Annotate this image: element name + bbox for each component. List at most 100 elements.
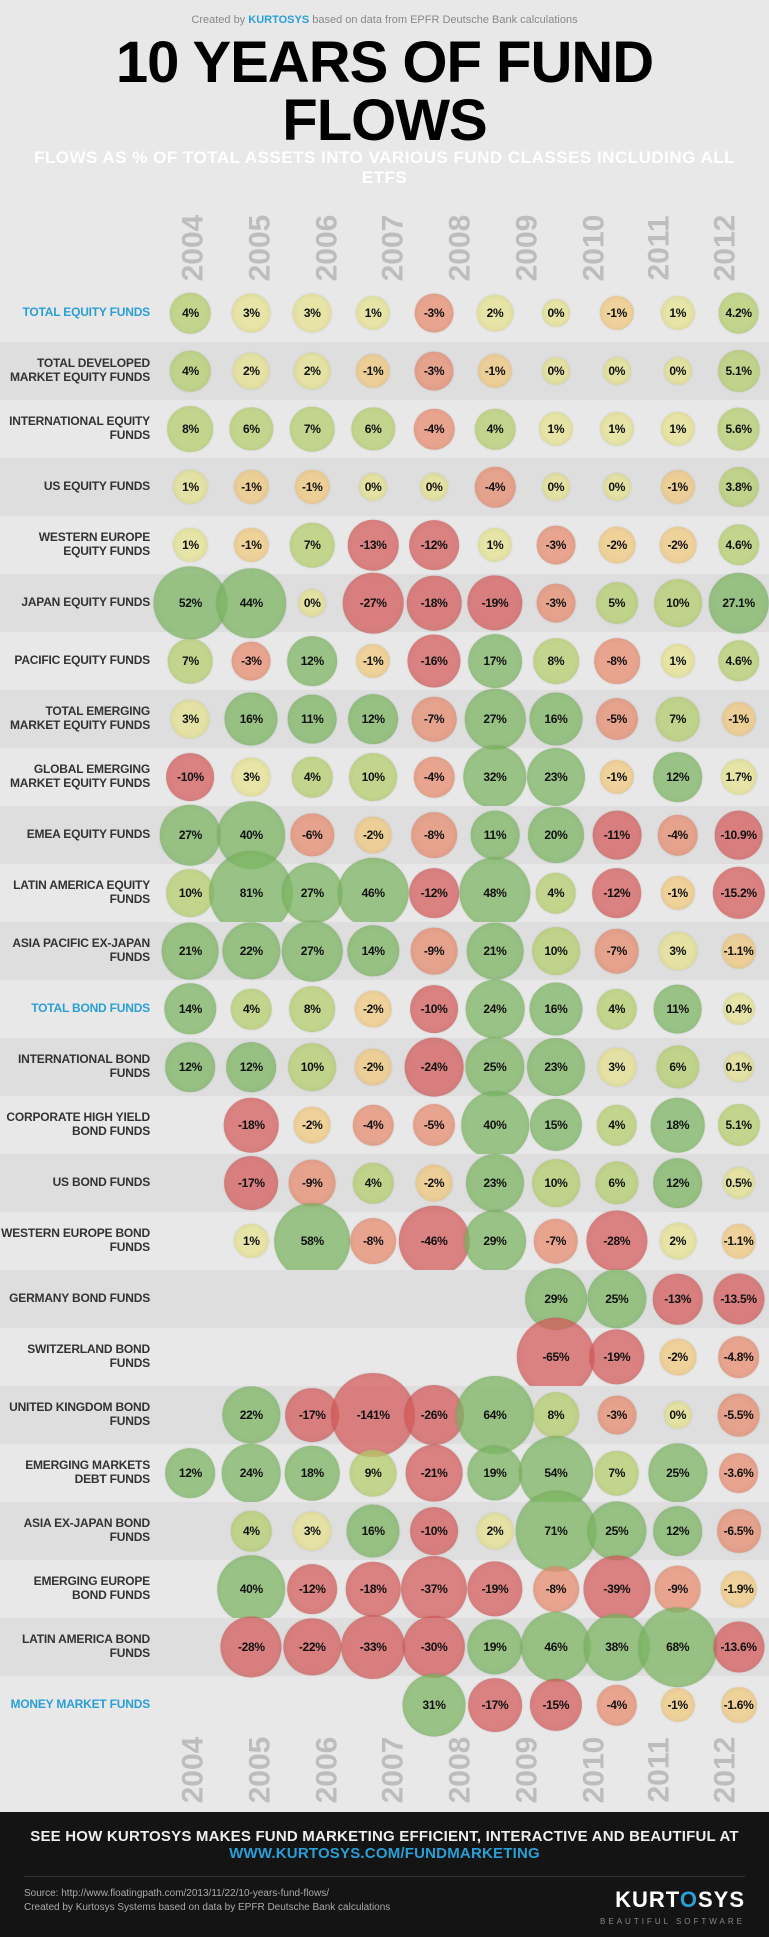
row-cells: 29%25%-13%-13.5%	[160, 1270, 769, 1328]
cell: -1.1%	[708, 1212, 769, 1270]
cell: 23%	[465, 1154, 526, 1212]
cell-value: 15%	[544, 1118, 567, 1132]
cell-value: -3%	[241, 654, 261, 668]
row-label: LATIN AMERICA BOND FUNDS	[0, 1633, 160, 1661]
cell	[160, 1560, 221, 1618]
cell: -7%	[586, 922, 647, 980]
cell-value: -3.6%	[724, 1466, 754, 1480]
cell-value: 9%	[365, 1466, 382, 1480]
cell: 4%	[221, 980, 282, 1038]
cell-value: 6%	[608, 1176, 625, 1190]
cell: -10.9%	[708, 806, 769, 864]
cell-value: 8%	[548, 654, 565, 668]
cell: 2%	[221, 342, 282, 400]
year-label: 2013	[756, 215, 769, 282]
cell: -30%	[404, 1618, 465, 1676]
cell-value: 5.6%	[726, 422, 752, 436]
cell: 2%	[647, 1212, 708, 1270]
cell-value: -8%	[363, 1234, 383, 1248]
cell-value: 2%	[487, 1524, 504, 1538]
cell: 44%	[221, 574, 282, 632]
cell: -9%	[404, 922, 465, 980]
data-row: LATIN AMERICA BOND FUNDS-28%-22%-33%-30%…	[0, 1618, 769, 1676]
cell-value: -1%	[363, 654, 383, 668]
cell: -65%	[525, 1328, 586, 1386]
cell: 2%	[465, 284, 526, 342]
cell-value: 12%	[301, 654, 324, 668]
cell: -37%	[404, 1560, 465, 1618]
cell: 46%	[343, 864, 404, 922]
cell-value: -2%	[607, 538, 627, 552]
cell: 12%	[343, 690, 404, 748]
cell: 6%	[586, 1154, 647, 1212]
data-row: US EQUITY FUNDS1%-1%-1%0%0%-4%0%0%-1%3.8…	[0, 458, 769, 516]
cell-value: -7%	[424, 712, 444, 726]
year-label: 2004	[157, 1737, 229, 1804]
cell: 3%	[586, 1038, 647, 1096]
cell-value: 3%	[182, 712, 199, 726]
cell: -28%	[221, 1618, 282, 1676]
page-title: 10 YEARS OF FUND FLOWS	[20, 34, 749, 150]
cell-value: -2%	[363, 828, 383, 842]
cell: 0%	[282, 574, 343, 632]
cell: -8%	[525, 1560, 586, 1618]
cell-value: -28%	[238, 1640, 265, 1654]
cell: 27%	[282, 864, 343, 922]
cell: -1%	[221, 458, 282, 516]
cell: -4%	[343, 1096, 404, 1154]
cell: 0.1%	[708, 1038, 769, 1096]
cell: -3%	[525, 574, 586, 632]
cell	[160, 1386, 221, 1444]
cell-value: -1.1%	[724, 944, 754, 958]
cell-value: 25%	[666, 1466, 689, 1480]
cta-link[interactable]: WWW.KURTOSYS.COM/FUNDMARKETING	[229, 1845, 540, 1862]
cell: -1%	[647, 864, 708, 922]
cell: 0%	[525, 284, 586, 342]
cell: 5.1%	[708, 342, 769, 400]
cell-value: 1%	[365, 306, 382, 320]
cell-value: 48%	[483, 886, 506, 900]
cell	[465, 1270, 526, 1328]
cell	[221, 1676, 282, 1734]
cell-value: 11%	[666, 1002, 688, 1016]
cell: 15%	[525, 1096, 586, 1154]
cell: 7%	[282, 516, 343, 574]
cell-value: 32%	[483, 770, 506, 784]
cell: 0%	[343, 458, 404, 516]
cell-value: 4%	[182, 364, 199, 378]
cell: 25%	[586, 1502, 647, 1560]
cell: 64%	[465, 1386, 526, 1444]
cell	[160, 1212, 221, 1270]
row-label: ASIA PACIFIC EX-JAPAN FUNDS	[0, 937, 160, 965]
cell: -2%	[404, 1154, 465, 1212]
cell: 3%	[282, 284, 343, 342]
cell-value: 11%	[301, 712, 323, 726]
year-label: 2005	[224, 215, 296, 282]
cell: -1%	[221, 516, 282, 574]
cell-value: 10%	[362, 770, 385, 784]
cell-value: -39%	[603, 1582, 630, 1596]
cell: 11%	[282, 690, 343, 748]
cell: 21%	[160, 922, 221, 980]
cell-value: 18%	[666, 1118, 689, 1132]
cell: -10%	[160, 748, 221, 806]
cell-value: -18%	[238, 1118, 265, 1132]
cell-value: 8%	[548, 1408, 565, 1422]
cell: 3%	[221, 748, 282, 806]
cell: -7%	[525, 1212, 586, 1270]
cell-value: 23%	[544, 770, 567, 784]
cell-value: -1.9%	[724, 1582, 754, 1596]
cell-value: -10%	[177, 770, 204, 784]
cell-value: 12%	[179, 1466, 202, 1480]
footer-logo: KURTOSYS BEAUTIFUL SOFTWARE	[600, 1885, 745, 1927]
cell-value: 31%	[423, 1698, 446, 1712]
cell-value: -46%	[421, 1234, 448, 1248]
cell: 1%	[160, 516, 221, 574]
cell: 8%	[282, 980, 343, 1038]
cell	[404, 1270, 465, 1328]
cell-value: -1%	[667, 886, 687, 900]
cell-value: -3%	[424, 306, 444, 320]
cell-value: 16%	[362, 1524, 385, 1538]
cell-value: 0%	[548, 480, 565, 494]
cell-value: -12%	[603, 886, 630, 900]
